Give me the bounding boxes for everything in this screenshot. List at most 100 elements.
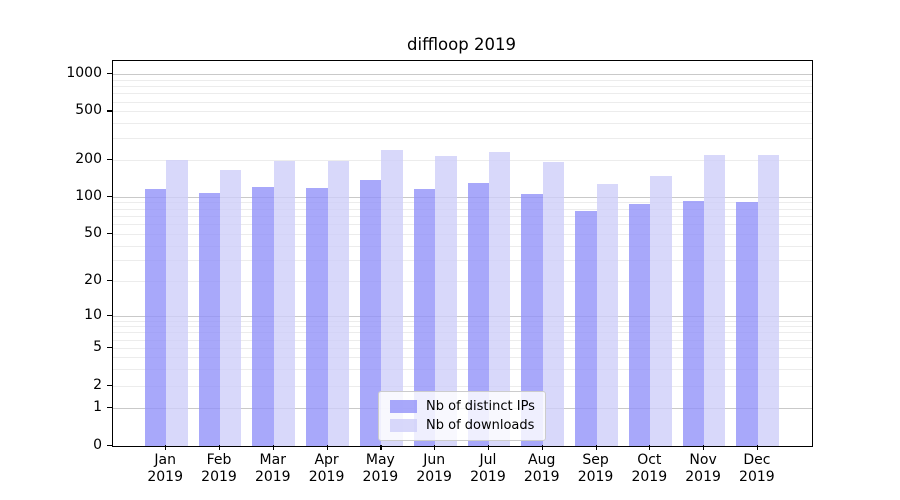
y-tick-label: 200: [75, 150, 102, 167]
bar-downloads-mar: [273, 160, 296, 446]
plot-area: [112, 60, 813, 447]
y-tick-label: 5: [93, 339, 102, 355]
x-tick-label: Jun 2019: [416, 452, 452, 485]
legend-item-distinct-ips: Nb of distinct IPs: [379, 397, 545, 415]
bar-downloads-feb: [219, 169, 242, 446]
gridline-minor: [113, 216, 812, 218]
bar-distinct-ips-may: [359, 180, 382, 446]
bar-distinct-ips-jun: [413, 189, 436, 446]
x-tick-label: May 2019: [362, 452, 399, 485]
gridline-minor: [113, 208, 812, 210]
gridline-minor: [113, 245, 812, 247]
x-tick-mark: [380, 445, 382, 450]
gridline-minor: [113, 159, 812, 161]
x-tick-mark: [326, 445, 328, 450]
gridline-minor: [113, 260, 812, 262]
x-tick-mark: [165, 445, 167, 450]
bar-downloads-dec: [757, 154, 780, 446]
x-tick-label: Feb 2019: [201, 452, 237, 485]
plot-canvas: [113, 61, 812, 446]
bar-downloads-aug: [542, 161, 565, 446]
x-tick-label: Apr 2019: [308, 452, 345, 485]
legend-label-downloads: Nb of downloads: [426, 417, 535, 433]
y-tick-mark: [107, 158, 112, 160]
gridline-minor: [113, 123, 812, 125]
legend-item-downloads: Nb of downloads: [379, 416, 545, 434]
gridline-major: [113, 196, 812, 198]
y-tick-mark: [107, 347, 112, 349]
x-tick-label: Jan 2019: [147, 452, 183, 485]
bar-downloads-jun: [435, 156, 457, 446]
bar-distinct-ips-sep: [575, 210, 597, 446]
x-tick-label: Jul 2019: [470, 452, 506, 485]
x-tick-label: Oct 2019: [631, 452, 668, 485]
gridline-minor: [113, 281, 812, 282]
bar-distinct-ips-feb: [198, 193, 220, 446]
gridline-minor: [113, 386, 812, 387]
x-tick-mark: [649, 445, 651, 450]
x-tick-label: Dec 2019: [739, 452, 775, 485]
bar-downloads-nov: [704, 154, 726, 446]
y-tick-mark: [107, 110, 112, 112]
gridline-minor: [113, 138, 812, 140]
gridline-minor: [113, 93, 812, 95]
bar-downloads-sep: [596, 184, 618, 446]
y-tick-label: 1000: [66, 65, 102, 82]
x-tick-label: Aug 2019: [523, 452, 560, 485]
y-tick-label: 100: [75, 187, 102, 204]
bar-distinct-ips-apr: [306, 187, 328, 446]
legend-label-distinct-ips: Nb of distinct IPs: [426, 398, 535, 414]
x-tick-label: Sep 2019: [577, 452, 614, 485]
y-tick-label: 2: [93, 377, 102, 393]
gridline-major: [113, 316, 812, 317]
x-tick-mark: [595, 445, 597, 450]
bar-distinct-ips-dec: [736, 201, 758, 446]
y-tick-mark: [107, 385, 112, 387]
gridline-minor: [113, 234, 812, 236]
y-tick-label: 500: [75, 102, 102, 119]
gridline-minor: [113, 202, 812, 204]
y-tick-mark: [107, 195, 112, 197]
x-tick-mark: [434, 445, 436, 450]
y-tick-label: 20: [84, 272, 102, 288]
bar-distinct-ips-nov: [682, 201, 705, 446]
bar-downloads-jan: [166, 159, 188, 446]
gridline-minor: [113, 101, 812, 103]
y-tick-mark: [107, 233, 112, 235]
x-tick-label: Nov 2019: [685, 452, 721, 485]
x-tick-mark: [487, 445, 490, 450]
x-tick-label: Mar 2019: [254, 452, 291, 485]
bar-downloads-oct: [650, 176, 672, 446]
x-tick-mark: [541, 445, 543, 450]
gridline-minor: [113, 348, 812, 349]
y-tick-mark: [107, 280, 112, 282]
y-tick-mark: [107, 73, 112, 75]
bar-distinct-ips-jul: [467, 182, 489, 446]
gridline-minor: [113, 357, 812, 359]
gridline-minor: [113, 326, 812, 328]
bar-distinct-ips-mar: [252, 186, 274, 446]
y-tick-mark: [107, 445, 112, 447]
x-tick-mark: [218, 445, 221, 450]
gridline-minor: [113, 224, 812, 226]
gridline-minor: [113, 339, 812, 341]
x-tick-mark: [272, 445, 274, 450]
x-tick-mark: [756, 445, 759, 450]
y-tick-mark: [107, 407, 112, 409]
y-tick-label: 0: [93, 437, 102, 453]
x-tick-mark: [703, 445, 705, 450]
y-tick-mark: [107, 315, 112, 317]
gridline-minor: [113, 86, 812, 88]
gridline-minor: [113, 79, 812, 81]
gridline-minor: [113, 332, 812, 334]
bar-downloads-apr: [327, 160, 349, 446]
gridline-major: [113, 74, 812, 76]
legend-swatch-distinct-ips: [390, 399, 417, 413]
bar-distinct-ips-jan: [144, 189, 167, 446]
y-tick-label: 1: [93, 399, 102, 416]
legend-swatch-downloads: [390, 418, 417, 432]
gridline-minor: [113, 320, 812, 322]
bar-distinct-ips-aug: [521, 193, 543, 446]
bar-downloads-jul: [488, 152, 511, 446]
